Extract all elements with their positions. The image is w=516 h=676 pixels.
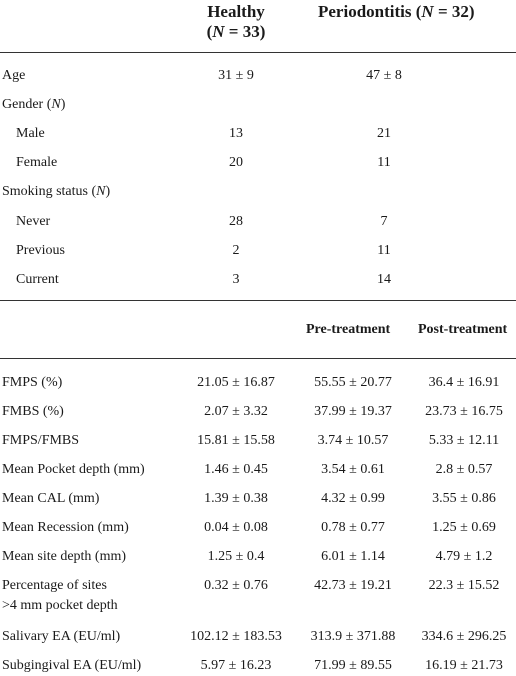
healthy-value: 5.97 ± 16.23 (200, 658, 272, 673)
perio-value: 7 (380, 214, 388, 229)
pre-value: 42.73 ± 19.21 (314, 578, 392, 593)
table-row: Subgingival EA (EU/ml) 5.97 ± 16.23 71.9… (0, 656, 516, 676)
rule-middle (0, 300, 516, 301)
healthy-value: 3 (232, 272, 240, 287)
perio-value: 21 (377, 126, 391, 141)
col-header-healthy: Healthy (N = 33) (180, 2, 292, 42)
row-label: Mean Recession (mm) (2, 520, 129, 535)
healthy-value: 1.39 ± 0.38 (204, 491, 268, 506)
table-row: FMBS (%) 2.07 ± 3.32 37.99 ± 19.37 23.73… (0, 402, 516, 422)
col-header-healthy-line1: Healthy (207, 2, 265, 21)
table-row: Mean site depth (mm) 1.25 ± 0.4 6.01 ± 1… (0, 547, 516, 567)
row-label: Never (16, 214, 51, 229)
perio-value: 14 (377, 272, 391, 287)
row-label: Gender (N) (2, 97, 66, 112)
row-label-line2: >4 mm pocket depth (2, 598, 118, 613)
row-label: Age (2, 68, 26, 83)
healthy-value: 1.46 ± 0.45 (204, 462, 268, 477)
pre-value: 71.99 ± 89.55 (314, 658, 392, 673)
table-row: Age 31 ± 9 47 ± 8 (0, 66, 516, 86)
post-value: 36.4 ± 16.91 (428, 375, 500, 390)
post-value: 4.79 ± 1.2 (435, 549, 493, 564)
post-value: 1.25 ± 0.69 (432, 520, 496, 535)
table-row: Mean CAL (mm) 1.39 ± 0.38 4.32 ± 0.99 3.… (0, 489, 516, 509)
row-label: FMBS (%) (2, 404, 64, 419)
pre-value: 313.9 ± 371.88 (310, 629, 396, 644)
row-label: Male (16, 126, 45, 141)
row-label: Female (16, 155, 58, 170)
row-label: Percentage of sites (2, 578, 107, 593)
healthy-value: 102.12 ± 183.53 (190, 629, 282, 644)
healthy-value: 1.25 ± 0.4 (207, 549, 265, 564)
healthy-value: 28 (229, 214, 243, 229)
table-row: Gender (N) (0, 95, 516, 115)
table-row: Male 13 21 (0, 124, 516, 144)
perio-value: 47 ± 8 (366, 68, 402, 83)
row-label: FMPS (%) (2, 375, 63, 390)
table-row: Mean Pocket depth (mm) 1.46 ± 0.45 3.54 … (0, 460, 516, 480)
pre-value: 6.01 ± 1.14 (321, 549, 385, 564)
perio-value: 11 (377, 243, 391, 258)
pre-value: 4.32 ± 0.99 (321, 491, 385, 506)
row-label: FMPS/FMBS (2, 433, 80, 448)
col-header-healthy-line2: (N = 33) (206, 22, 266, 41)
col-header-pre-treatment: Pre-treatment (306, 322, 391, 337)
table-row: Never 28 7 (0, 212, 516, 232)
post-value: 16.19 ± 21.73 (425, 658, 503, 673)
healthy-value: 20 (229, 155, 243, 170)
table-row: Female 20 11 (0, 153, 516, 173)
row-label: Smoking status (N) (2, 184, 111, 199)
table-row: FMPS/FMBS 15.81 ± 15.58 3.74 ± 10.57 5.3… (0, 431, 516, 451)
row-label: Current (16, 272, 59, 287)
healthy-value: 21.05 ± 16.87 (197, 375, 275, 390)
healthy-value: 0.32 ± 0.76 (204, 578, 268, 593)
healthy-value: 0.04 ± 0.08 (204, 520, 268, 535)
perio-value: 11 (377, 155, 391, 170)
row-label: Mean site depth (mm) (2, 549, 127, 564)
post-value: 23.73 ± 16.75 (425, 404, 503, 419)
post-value: 334.6 ± 296.25 (421, 629, 507, 644)
rule-subheader (0, 358, 516, 359)
row-label: Subgingival EA (EU/ml) (2, 658, 142, 673)
row-label: Mean Pocket depth (mm) (2, 462, 145, 477)
post-value: 2.8 ± 0.57 (435, 462, 493, 477)
col-header-periodontitis: Periodontitis (N = 32) (318, 2, 475, 21)
col-header-post-treatment: Post-treatment (418, 322, 508, 337)
rule-top (0, 52, 516, 53)
table-row: Smoking status (N) (0, 182, 516, 202)
pre-value: 3.54 ± 0.61 (321, 462, 385, 477)
table-row: Mean Recession (mm) 0.04 ± 0.08 0.78 ± 0… (0, 518, 516, 538)
pre-value: 3.74 ± 10.57 (317, 433, 389, 448)
row-label: Salivary EA (EU/ml) (2, 629, 121, 644)
healthy-value: 2 (232, 243, 240, 258)
table-row: Salivary EA (EU/ml) 102.12 ± 183.53 313.… (0, 627, 516, 647)
pre-value: 55.55 ± 20.77 (314, 375, 392, 390)
table-row: Current 3 14 (0, 270, 516, 290)
table-row: Previous 2 11 (0, 241, 516, 261)
healthy-value: 13 (229, 126, 243, 141)
post-value: 3.55 ± 0.86 (432, 491, 496, 506)
post-value: 22.3 ± 15.52 (428, 578, 500, 593)
table-row: Percentage of sites >4 mm pocket depth 0… (0, 576, 516, 616)
pre-value: 37.99 ± 19.37 (314, 404, 392, 419)
row-label: Mean CAL (mm) (2, 491, 100, 506)
table-row: FMPS (%) 21.05 ± 16.87 55.55 ± 20.77 36.… (0, 373, 516, 393)
healthy-value: 31 ± 9 (218, 68, 254, 83)
row-label: Previous (16, 243, 65, 258)
healthy-value: 15.81 ± 15.58 (197, 433, 275, 448)
post-value: 5.33 ± 12.11 (428, 433, 500, 448)
pre-value: 0.78 ± 0.77 (321, 520, 385, 535)
healthy-value: 2.07 ± 3.32 (204, 404, 268, 419)
